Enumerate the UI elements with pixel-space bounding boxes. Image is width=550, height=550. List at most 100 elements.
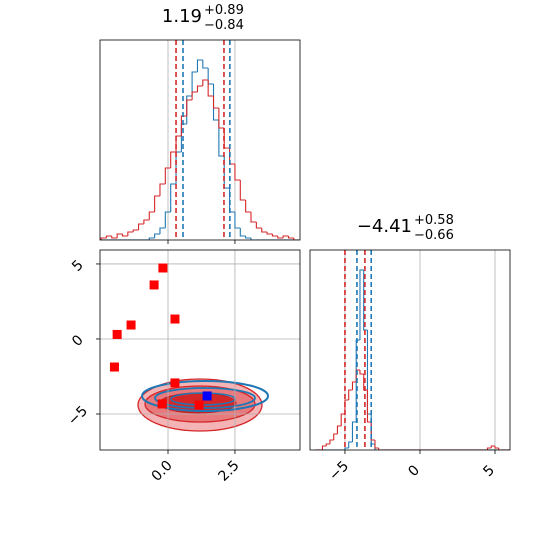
histogram-step [100, 237, 107, 240]
x-tick-label: 0 [405, 462, 423, 480]
histogram-step [351, 381, 357, 390]
histogram-step [202, 79, 209, 86]
histogram-step [202, 60, 209, 69]
marker [126, 320, 136, 330]
histogram-step [154, 233, 160, 238]
histogram-step [191, 71, 198, 96]
histogram-step [245, 200, 252, 213]
histogram-step [277, 236, 284, 239]
histogram-step [287, 236, 294, 239]
marker [109, 362, 119, 372]
histogram-step [175, 135, 182, 152]
histogram-step [111, 236, 118, 239]
histogram-step [207, 68, 214, 85]
histogram-step [164, 167, 171, 184]
axes-frame [309, 249, 511, 451]
histogram-step [234, 164, 241, 181]
histogram-step [325, 443, 330, 446]
histogram-step [164, 211, 171, 228]
contour [141, 380, 269, 412]
histogram-step [212, 84, 219, 121]
histogram-step [293, 238, 300, 240]
histogram-step [490, 445, 495, 448]
histogram-step [234, 212, 241, 229]
histogram-step [336, 425, 342, 434]
title-value: −4.41 [357, 216, 412, 237]
histogram-step [143, 219, 150, 224]
contour [154, 387, 256, 409]
histogram-step [148, 211, 155, 220]
histogram-step [498, 448, 503, 450]
histogram-step [116, 233, 123, 238]
histogram-step [196, 59, 203, 72]
histogram-step [212, 96, 219, 109]
histogram-step [363, 374, 368, 391]
histogram-step [207, 80, 214, 97]
histogram-step [282, 235, 289, 238]
histogram-step [218, 108, 225, 129]
histogram-step [180, 123, 187, 152]
marker [112, 329, 122, 339]
histogram-step [191, 91, 198, 100]
histogram-step [245, 236, 252, 239]
y-tick-label: 0 [69, 332, 87, 350]
x-tick-label: 2.5 [216, 458, 243, 485]
histogram-step [175, 151, 182, 184]
histogram-step [494, 446, 499, 449]
histogram-step [359, 370, 364, 375]
axes-frame [99, 249, 301, 451]
histogram-step [366, 390, 372, 423]
title-value: 1.19 [162, 6, 202, 27]
histogram-step [132, 229, 139, 232]
histogram-step [266, 232, 273, 235]
histogram-step [333, 433, 338, 440]
title-lower-error: −0.66 [414, 228, 454, 243]
x-tick-label: 5 [480, 462, 498, 480]
marker [170, 314, 180, 324]
histogram-step [374, 444, 379, 450]
x-tick-label: 0.0 [149, 458, 176, 485]
histogram-step [180, 115, 187, 136]
histogram-step [271, 234, 278, 237]
histogram-step [239, 228, 246, 237]
histogram-step [321, 445, 327, 450]
marker [202, 391, 212, 401]
histogram-step [340, 413, 345, 426]
plot-area [314, 250, 510, 450]
histogram-step [223, 156, 230, 189]
histogram-step [154, 195, 160, 212]
histogram-step [351, 421, 357, 442]
x-tick-label: −5 [326, 458, 352, 484]
plot-area [100, 40, 300, 240]
y-tick-label: −5 [65, 403, 91, 429]
histogram-step [218, 120, 225, 157]
marker [170, 378, 180, 388]
histogram-step [105, 235, 112, 238]
histogram-step [255, 222, 262, 229]
histogram-step [486, 447, 492, 450]
histogram-step [348, 389, 353, 400]
histogram-step [250, 238, 257, 240]
histogram-step [359, 269, 364, 340]
histogram-step [138, 223, 144, 230]
title-upper-error: +0.58 [414, 213, 454, 228]
histogram-step [378, 448, 383, 450]
histogram-step [159, 227, 166, 234]
histogram-step [250, 212, 257, 223]
histogram-step [348, 441, 353, 448]
histogram-step [363, 270, 368, 331]
histogram-step [148, 237, 155, 240]
histogram-step [127, 231, 134, 236]
histogram-step [186, 99, 193, 116]
histogram-step [344, 399, 349, 414]
histogram-step [329, 439, 334, 444]
marker [157, 399, 167, 409]
histogram-step [344, 447, 349, 450]
marker [194, 400, 204, 410]
histogram-step [223, 128, 230, 149]
axes-frame [99, 39, 301, 241]
marker [149, 280, 159, 290]
histogram-step [159, 183, 166, 196]
plot-area [109, 263, 212, 410]
